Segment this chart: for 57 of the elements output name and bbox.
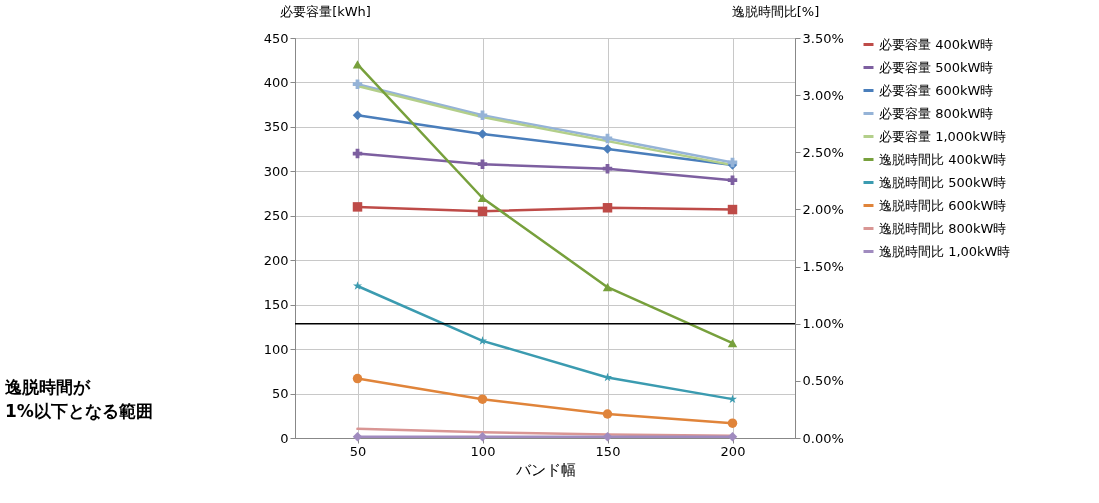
y2-tick-label: 3.00% [802,87,844,103]
legend-label: 必要容量 800kW時 [879,105,994,121]
y-tick-label: 400 [263,74,289,90]
point [352,60,363,69]
x-tick-label: 200 [720,443,746,459]
y2-tick-label: 1.00% [802,316,844,332]
point [352,79,363,89]
text: 逸脱時間が 1%以下となる範囲 [5,377,153,421]
legend-label: 必要容量 600kW時 [879,82,994,98]
x-tick-label: 50 [349,443,367,459]
point [477,159,488,169]
y-tick-label: 300 [263,163,289,179]
legend-label: 逸脱時間比 500kW時 [879,174,1007,190]
y-tick-label: 250 [263,208,289,224]
legend-label: 必要容量 500kW時 [879,59,994,75]
legend-label: 逸脱時間比 800kW時 [879,220,1007,236]
point [352,373,363,384]
y-tick-label: 350 [263,119,289,135]
y-tick-label: 50 [271,386,289,402]
y-tick-label: 450 [263,30,289,46]
point [352,110,363,121]
point [477,129,488,139]
x-tick-label: 100 [470,443,496,459]
point [352,202,363,212]
point [727,204,738,215]
point [727,418,738,428]
point [477,206,488,217]
x-tick-label: 150 [595,443,621,459]
legend-label: 逸脱時間比 600kW時 [879,197,1007,213]
y-axis-title: 必要容量[kWh] [280,3,371,19]
legend-label: 必要容量 1,000kW時 [879,128,1006,144]
y2-tick-label: 2.00% [802,201,844,217]
point [352,281,363,290]
legend-label: 逸脱時間比 1,00kW時 [879,243,1011,259]
legend-label: 必要容量 400kW時 [879,36,994,52]
x-axis-title: バンド幅 [514,460,576,479]
point [727,394,738,403]
y2-tick-label: 0.50% [802,373,844,389]
point [477,394,488,404]
point [602,203,613,213]
y2-tick-label: 3.50% [802,30,844,46]
y2-tick-label: 0.00% [802,430,844,446]
point [727,175,738,185]
point [602,283,613,292]
y2-axis-title: 逸脱時間比[%] [731,3,820,19]
y-tick-label: 150 [263,297,289,313]
y2-tick-label: 2.50% [802,144,844,160]
point [477,432,488,442]
legend-label: 逸脱時間比 400kW時 [879,151,1007,167]
y2-tick-label: 1.50% [802,259,844,275]
point [727,339,738,348]
point [602,409,613,419]
y-tick-label: 200 [263,252,289,268]
point [352,432,363,442]
y-tick-label: 100 [263,341,289,357]
point [602,144,613,154]
y-tick-label: 0 [280,430,289,446]
